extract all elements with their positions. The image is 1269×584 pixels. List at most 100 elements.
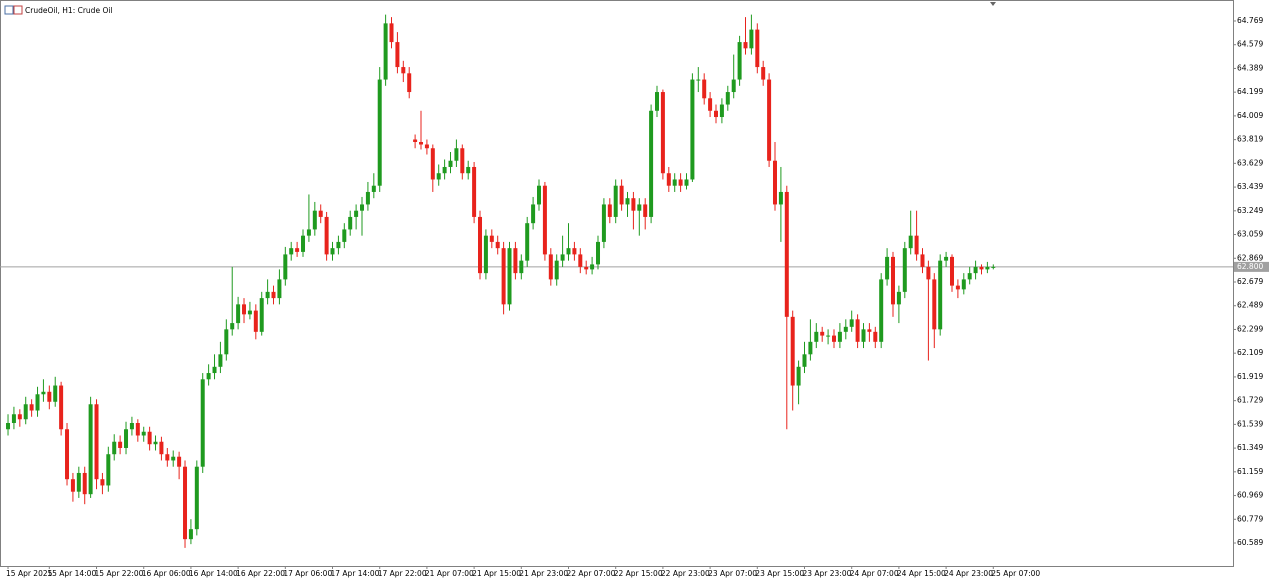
candle-body bbox=[259, 298, 264, 332]
candle-body bbox=[466, 166, 471, 174]
candle-body bbox=[802, 354, 807, 367]
candle-body bbox=[554, 260, 559, 280]
y-tick-label: 62.299 bbox=[1237, 324, 1263, 333]
y-tick-label: 62.679 bbox=[1237, 277, 1263, 286]
candle-body bbox=[194, 466, 199, 530]
candle-body bbox=[908, 235, 913, 249]
y-tick-label: 61.729 bbox=[1237, 396, 1263, 405]
x-tick-label: 17 Apr 06:00 bbox=[283, 569, 332, 578]
candle-body bbox=[796, 366, 801, 386]
candle-body bbox=[413, 139, 418, 142]
candle-body bbox=[401, 67, 406, 74]
x-tick-label: 21 Apr 15:00 bbox=[472, 569, 521, 578]
x-tick-label: 15 Apr 22:00 bbox=[95, 569, 144, 578]
candle-body bbox=[460, 148, 465, 174]
candle-body bbox=[961, 279, 966, 290]
y-tick-label: 60.589 bbox=[1237, 538, 1263, 547]
candle-body bbox=[147, 431, 152, 445]
y-tick-label: 60.779 bbox=[1237, 514, 1263, 523]
candle-body bbox=[436, 173, 441, 180]
candle-body bbox=[772, 160, 777, 205]
x-tick-label: 17 Apr 22:00 bbox=[378, 569, 427, 578]
candle-body bbox=[784, 191, 789, 317]
candle-body bbox=[265, 291, 270, 299]
candle-body bbox=[678, 179, 683, 186]
candle-body bbox=[342, 229, 347, 242]
candle-body bbox=[643, 204, 648, 217]
candle-body bbox=[336, 241, 341, 249]
candle-body bbox=[118, 441, 123, 448]
candle-body bbox=[808, 341, 813, 355]
plot-frame bbox=[0, 0, 1234, 567]
scroll-marker bbox=[990, 2, 996, 6]
candle-body bbox=[607, 204, 612, 217]
candle-body bbox=[53, 385, 58, 402]
candle-body bbox=[153, 441, 158, 445]
x-tick-label: 23 Apr 23:00 bbox=[802, 569, 851, 578]
candle-body bbox=[601, 204, 606, 242]
candle-body bbox=[584, 266, 589, 270]
candle-body bbox=[914, 235, 919, 255]
candle-body bbox=[890, 256, 895, 305]
candle-body bbox=[849, 319, 854, 327]
candle-body bbox=[501, 248, 506, 305]
y-tick-label: 62.489 bbox=[1237, 301, 1263, 310]
candle-body bbox=[289, 248, 294, 255]
candle-body bbox=[407, 73, 412, 93]
candle-body bbox=[360, 204, 365, 211]
y-tick-label: 61.919 bbox=[1237, 372, 1263, 381]
candle-body bbox=[478, 216, 483, 274]
candle-body bbox=[590, 264, 595, 270]
candle-body bbox=[666, 173, 671, 186]
candle-body bbox=[23, 404, 28, 420]
title-icons bbox=[4, 5, 23, 15]
y-tick-label: 64.389 bbox=[1237, 63, 1263, 72]
price-label-box bbox=[1234, 261, 1269, 272]
candle-body bbox=[955, 285, 960, 290]
x-tick-label: 17 Apr 14:00 bbox=[331, 569, 380, 578]
candle-body bbox=[531, 204, 536, 224]
candle-body bbox=[112, 441, 117, 455]
candle-body bbox=[247, 310, 252, 315]
candle-body bbox=[165, 454, 170, 461]
candle-body bbox=[389, 23, 394, 43]
candle-body bbox=[483, 235, 488, 274]
candle-body bbox=[100, 479, 105, 486]
y-tick-label: 63.059 bbox=[1237, 230, 1263, 239]
candle-body bbox=[324, 216, 329, 255]
candle-body bbox=[896, 291, 901, 305]
candle-body bbox=[578, 254, 583, 267]
y-tick-label: 60.969 bbox=[1237, 491, 1263, 500]
candle-body bbox=[495, 241, 500, 249]
x-tick-label: 16 Apr 06:00 bbox=[142, 569, 191, 578]
candle-body bbox=[253, 310, 258, 332]
candle-body bbox=[749, 29, 754, 49]
candle-body bbox=[348, 216, 353, 230]
candle-body bbox=[519, 260, 524, 274]
candle-body bbox=[619, 185, 624, 205]
candle-body bbox=[271, 291, 276, 299]
y-tick-label: 64.009 bbox=[1237, 111, 1263, 120]
candle-body bbox=[967, 273, 972, 280]
candle-body bbox=[660, 92, 665, 174]
candle-body bbox=[973, 266, 978, 274]
x-tick-label: 24 Apr 15:00 bbox=[897, 569, 946, 578]
x-tick-label: 15 Apr 2025 bbox=[6, 569, 53, 578]
candle-body bbox=[29, 404, 34, 411]
candle-body bbox=[230, 323, 235, 330]
candle-body bbox=[354, 210, 359, 217]
candle-body bbox=[472, 166, 477, 217]
candle-body bbox=[365, 191, 370, 205]
candle-body bbox=[649, 110, 654, 217]
x-tick-label: 21 Apr 07:00 bbox=[425, 569, 474, 578]
candle-body bbox=[177, 456, 182, 467]
y-tick-label: 62.109 bbox=[1237, 348, 1263, 357]
x-tick-label: 16 Apr 14:00 bbox=[189, 569, 238, 578]
candle-body bbox=[761, 67, 766, 80]
candle-body bbox=[696, 79, 701, 81]
candle-body bbox=[242, 304, 247, 315]
candle-body bbox=[938, 260, 943, 330]
x-tick-label: 22 Apr 23:00 bbox=[661, 569, 710, 578]
candle-body bbox=[855, 319, 860, 342]
